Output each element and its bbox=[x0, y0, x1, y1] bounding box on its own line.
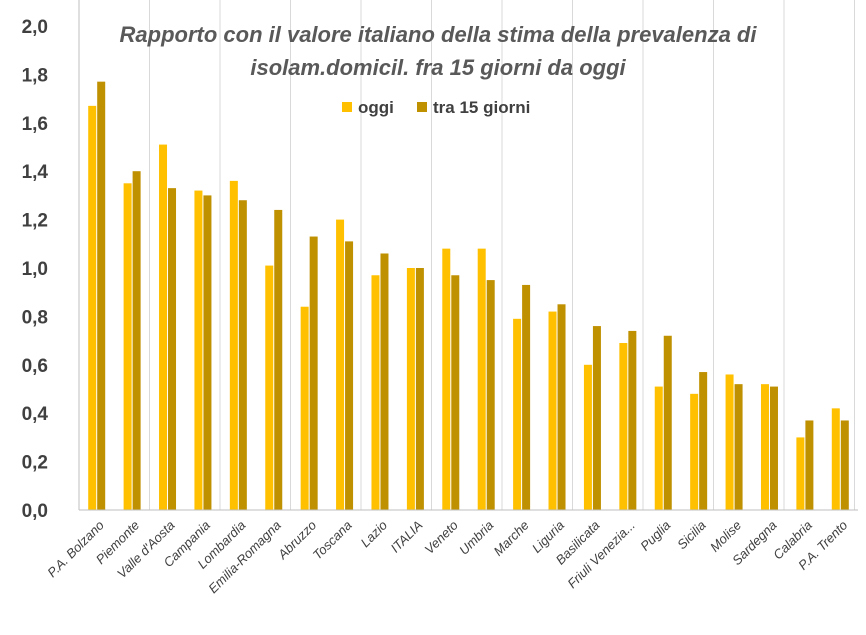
chart-title-line-1: Rapporto con il valore italiano della st… bbox=[120, 22, 758, 47]
y-tick-label: 1,2 bbox=[22, 211, 48, 232]
x-tick-label: Lazio bbox=[358, 518, 391, 551]
bar-oggi bbox=[760, 384, 769, 510]
x-tick-label: P.A. Bolzano bbox=[44, 518, 107, 581]
bar-oggi bbox=[796, 437, 805, 510]
x-tick-label: Toscana bbox=[310, 518, 355, 563]
bar-oggi bbox=[159, 144, 168, 510]
grid-layer bbox=[78, 0, 855, 510]
x-tick-label: Sicilia bbox=[674, 518, 709, 553]
bar-oggi bbox=[690, 393, 699, 510]
bar-oggi bbox=[336, 219, 345, 510]
bar-tra-15-giorni bbox=[663, 335, 672, 510]
y-tick-label: 0,0 bbox=[22, 501, 48, 522]
bar-tra-15-giorni bbox=[592, 326, 601, 510]
y-tick-label: 0,8 bbox=[22, 307, 48, 328]
bar-tra-15-giorni bbox=[522, 284, 531, 510]
bar-oggi bbox=[442, 248, 451, 510]
bar-oggi bbox=[654, 386, 663, 510]
x-tick-label: ITALIA bbox=[387, 518, 425, 556]
bar-oggi bbox=[300, 306, 309, 510]
bar-tra-15-giorni bbox=[238, 200, 247, 511]
bar-tra-15-giorni bbox=[734, 384, 743, 510]
bar-tra-15-giorni bbox=[486, 280, 495, 510]
bar-oggi bbox=[477, 248, 486, 510]
bar-oggi bbox=[194, 190, 203, 510]
bar-oggi bbox=[583, 364, 592, 510]
bar-tra-15-giorni bbox=[203, 195, 212, 510]
y-tick-label: 0,2 bbox=[22, 453, 48, 474]
legend-label: oggi bbox=[358, 98, 394, 117]
bar-tra-15-giorni bbox=[345, 241, 354, 510]
bar-tra-15-giorni bbox=[805, 420, 814, 510]
bar-tra-15-giorni bbox=[309, 236, 318, 511]
bar-oggi bbox=[406, 268, 415, 510]
x-tick-label: Puglia bbox=[637, 518, 673, 554]
bar-oggi bbox=[831, 408, 840, 510]
bar-oggi bbox=[725, 374, 734, 510]
y-tick-label: 1,6 bbox=[22, 114, 48, 135]
y-tick-label: 1,0 bbox=[22, 259, 48, 280]
bar-tra-15-giorni bbox=[97, 81, 106, 510]
bar-tra-15-giorni bbox=[628, 330, 637, 510]
bar-oggi bbox=[513, 318, 522, 510]
bar-tra-15-giorni bbox=[274, 209, 283, 511]
bar-oggi bbox=[88, 105, 97, 511]
x-tick-label: Marche bbox=[490, 518, 531, 559]
bar-oggi bbox=[619, 343, 628, 510]
x-tick-label: Veneto bbox=[422, 518, 461, 557]
legend: oggi tra 15 giorni bbox=[342, 98, 530, 117]
bar-tra-15-giorni bbox=[168, 188, 177, 510]
bar-tra-15-giorni bbox=[415, 268, 424, 510]
bar-oggi bbox=[229, 180, 238, 510]
bar-tra-15-giorni bbox=[451, 275, 460, 510]
bar-tra-15-giorni bbox=[769, 386, 778, 510]
y-tick-label: 1,8 bbox=[22, 65, 48, 86]
chart-title-line-2: isolam.domicil. fra 15 giorni da oggi bbox=[250, 55, 626, 80]
y-tick-label: 0,6 bbox=[22, 356, 48, 377]
bar-tra-15-giorni bbox=[380, 253, 389, 511]
y-tick-label: 1,4 bbox=[22, 162, 49, 183]
bars-layer bbox=[88, 81, 849, 511]
bar-oggi bbox=[123, 183, 132, 511]
legend-label: tra 15 giorni bbox=[433, 98, 530, 117]
bar-tra-15-giorni bbox=[840, 420, 849, 510]
bar-oggi bbox=[371, 275, 380, 510]
x-tick-label: Umbria bbox=[456, 518, 496, 558]
y-tick-label: 0,4 bbox=[22, 404, 49, 425]
bar-oggi bbox=[265, 265, 274, 510]
bar-tra-15-giorni bbox=[132, 171, 141, 510]
bar-oggi bbox=[548, 311, 557, 510]
bar-tra-15-giorni bbox=[557, 304, 566, 510]
legend-swatch bbox=[417, 102, 427, 112]
chart-title: Rapporto con il valore italiano della st… bbox=[120, 22, 758, 80]
legend-swatch bbox=[342, 102, 352, 112]
y-tick-label: 2,0 bbox=[22, 17, 48, 38]
bar-tra-15-giorni bbox=[699, 372, 708, 510]
